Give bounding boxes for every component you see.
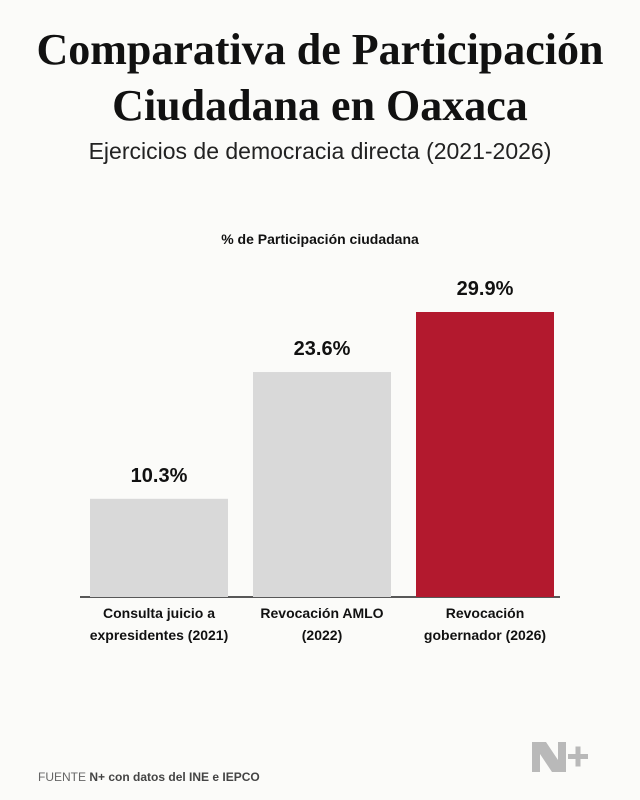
value-label: 23.6%	[293, 338, 351, 361]
title: Comparativa de Participación Ciudadana e…	[36, 25, 604, 130]
source: FUENTE N+ con datos del INE e IEPCO	[38, 770, 260, 784]
x-tick-label: Revocación AMLO (2022)	[260, 605, 384, 643]
value-label: 29.9%	[456, 278, 514, 300]
bar	[253, 372, 391, 597]
bar	[416, 312, 554, 597]
source-text: N+ con datos del INE e IEPCO	[89, 770, 260, 784]
value-label: 10.3%	[130, 464, 188, 487]
chart-label: % de Participación ciudadana	[221, 231, 419, 247]
logo	[532, 742, 588, 772]
x-tick-label: Consulta juicio a expresidentes (2021)	[89, 605, 229, 643]
bar	[90, 498, 228, 597]
subtitle: Ejercicios de democracia directa (2021-2…	[88, 138, 552, 164]
x-tick-label: Revocación gobernador (2026)	[423, 605, 547, 643]
source-label: FUENTE	[38, 770, 86, 784]
